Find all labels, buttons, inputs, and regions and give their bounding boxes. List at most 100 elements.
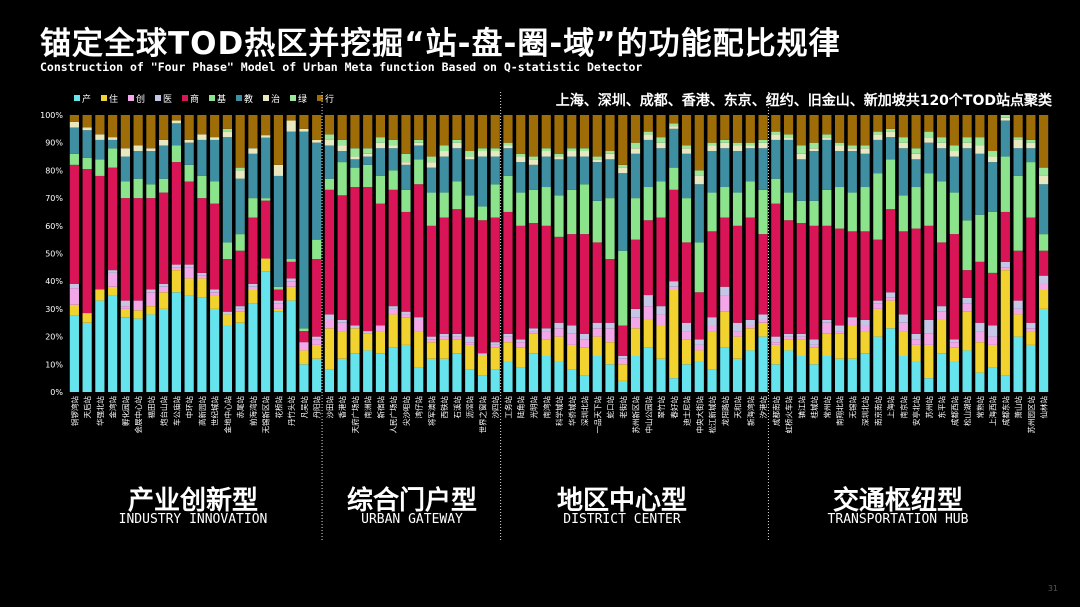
- bar-segment: [222, 137, 232, 243]
- bar-segment: [197, 115, 207, 135]
- bar-segment: [898, 355, 908, 392]
- category-label: 金地中心站: [222, 396, 232, 434]
- bar-segment: [579, 333, 590, 340]
- bar-segment: [771, 134, 781, 140]
- group-label-district-en: DISTRICT CENTER: [563, 512, 681, 527]
- bar-segment: [388, 314, 398, 348]
- y-tick-label: 100%: [40, 111, 63, 120]
- bar-segment: [286, 115, 296, 121]
- bar-segment: [490, 217, 500, 343]
- bar-segment: [439, 151, 449, 157]
- bar-segment: [988, 325, 998, 337]
- bar-segment: [758, 319, 768, 323]
- bar-segment: [707, 325, 717, 332]
- category-label: 春好站: [669, 396, 679, 419]
- bar-segment: [1000, 115, 1010, 118]
- bar-segment: [146, 306, 156, 315]
- bar-segment: [184, 295, 194, 392]
- bar-segment: [235, 170, 245, 179]
- bar-segment: [745, 142, 755, 146]
- bar-segment: [159, 192, 169, 284]
- bar-segment: [1026, 344, 1036, 392]
- bar-segment: [503, 148, 513, 176]
- bar-segment: [834, 333, 845, 359]
- bar-segment: [210, 203, 220, 290]
- bar-segment: [541, 148, 551, 152]
- bar-segment: [796, 115, 806, 146]
- bar-segment: [847, 319, 857, 326]
- bar-segment: [324, 139, 335, 146]
- bar-segment: [273, 164, 284, 176]
- bar-segment: [401, 115, 411, 154]
- bar-segment: [184, 278, 194, 296]
- bar-segment: [108, 148, 118, 168]
- bar-segment: [401, 164, 411, 190]
- bar-segment: [860, 353, 870, 392]
- bar-segment: [796, 200, 806, 224]
- category-label: 松山湖站: [962, 396, 972, 426]
- bar-segment: [146, 115, 156, 149]
- category-label: 南湾站: [541, 396, 551, 419]
- bar-segment: [758, 139, 768, 143]
- bar-segment: [503, 175, 513, 212]
- bar-segment: [783, 336, 794, 340]
- legend-label: 绿: [298, 93, 307, 105]
- bar-segment: [426, 225, 437, 337]
- bar-segment: [898, 137, 908, 143]
- legend-swatch: [290, 95, 296, 101]
- bar-segment: [375, 148, 386, 176]
- legend-swatch: [128, 95, 134, 101]
- bar-segment: [299, 115, 309, 129]
- bar-segment: [975, 153, 985, 215]
- bar-segment: [82, 130, 92, 158]
- y-tick-label: 20%: [45, 333, 63, 342]
- bar-segment: [426, 192, 437, 226]
- bar-segment: [783, 134, 794, 138]
- bar-segment: [337, 195, 347, 320]
- bar-segment: [439, 333, 449, 337]
- bar-segment: [248, 115, 258, 149]
- bar-segment: [516, 192, 526, 226]
- bar-segment: [235, 308, 245, 312]
- category-label: 西铁站: [439, 396, 449, 419]
- bar-segment: [579, 184, 590, 235]
- bar-segment: [1000, 267, 1010, 271]
- bar-segment: [681, 145, 692, 149]
- bar-segment: [656, 142, 666, 149]
- bar-segment: [643, 347, 653, 392]
- bar-segment: [477, 206, 488, 221]
- bar-segment: [630, 198, 641, 240]
- bar-segment: [618, 355, 628, 359]
- category-label: 铜锣湾站: [69, 396, 79, 426]
- bar-segment: [605, 153, 615, 160]
- bar-segment: [388, 306, 398, 309]
- bar-segment: [324, 115, 335, 135]
- bar-segment: [197, 275, 207, 279]
- bar-segment: [503, 361, 513, 392]
- bar-segment: [975, 372, 985, 392]
- bar-segment: [452, 339, 462, 354]
- bar-segment: [860, 148, 870, 154]
- bar-segment: [669, 167, 679, 190]
- legend-swatch: [263, 95, 269, 101]
- bar-segment: [809, 115, 819, 143]
- bar-segment: [337, 162, 347, 196]
- bar-segment: [924, 115, 934, 132]
- bar-segment: [133, 198, 143, 301]
- bar-segment: [567, 369, 577, 392]
- bar-segment: [643, 187, 653, 221]
- bar-segment: [363, 331, 373, 334]
- legend-swatch: [74, 95, 80, 101]
- bar-segment: [414, 367, 424, 392]
- bar-segment: [273, 311, 284, 392]
- bar-segment: [375, 115, 386, 138]
- bar-segment: [988, 115, 998, 152]
- bar-segment: [924, 319, 934, 334]
- bar-segment: [197, 134, 207, 140]
- bar-segment: [656, 148, 666, 182]
- bar-segment: [210, 115, 220, 138]
- bar-segment: [528, 333, 539, 354]
- bar-segment: [516, 342, 526, 348]
- category-label: 尖沙咀站: [401, 396, 411, 426]
- bar-segment: [605, 342, 615, 365]
